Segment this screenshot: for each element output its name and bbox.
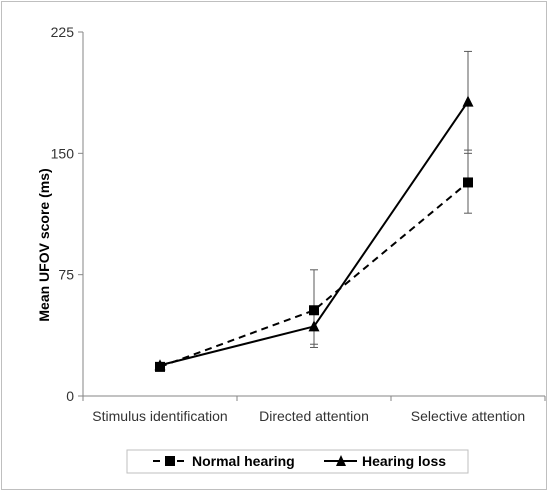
y-tick-label: 150 [51, 145, 75, 161]
data-point-normal-hearing [309, 305, 319, 316]
legend-box [126, 449, 469, 474]
axes [82, 32, 545, 397]
y-tick-label: 75 [58, 267, 74, 283]
x-tick-label: Directed attention [259, 408, 369, 424]
x-axis-ticks: Stimulus identification Directed attentio… [82, 396, 546, 424]
legend-label-normal-hearing: Normal hearing [192, 453, 295, 469]
legend-item-hearing-loss: Hearing loss [324, 453, 446, 469]
y-axis-title: Mean UFOV score (ms) [36, 168, 52, 321]
x-tick-label: Stimulus identification [92, 408, 227, 424]
x-tick-label: Selective attention [411, 408, 525, 424]
data-point-normal-hearing [463, 177, 473, 188]
data-point-hearing-loss [462, 95, 474, 107]
y-axis-ticks: 0 75 150 225 [51, 24, 83, 404]
legend-item-normal-hearing: Normal hearing [153, 453, 295, 469]
data-point-hearing-loss [308, 320, 320, 332]
legend-label-hearing-loss: Hearing loss [362, 453, 446, 469]
error-bars [310, 50, 472, 348]
data-point-hearing-loss [154, 359, 166, 371]
series-markers [154, 95, 474, 372]
legend-marker-square [165, 456, 175, 466]
y-tick-label: 225 [51, 24, 75, 40]
legend: Normal hearing Hearing loss [126, 449, 469, 474]
legend-marker-triangle [336, 455, 346, 466]
series-line-normal-hearing [159, 181, 469, 368]
y-tick-label: 0 [66, 388, 74, 404]
